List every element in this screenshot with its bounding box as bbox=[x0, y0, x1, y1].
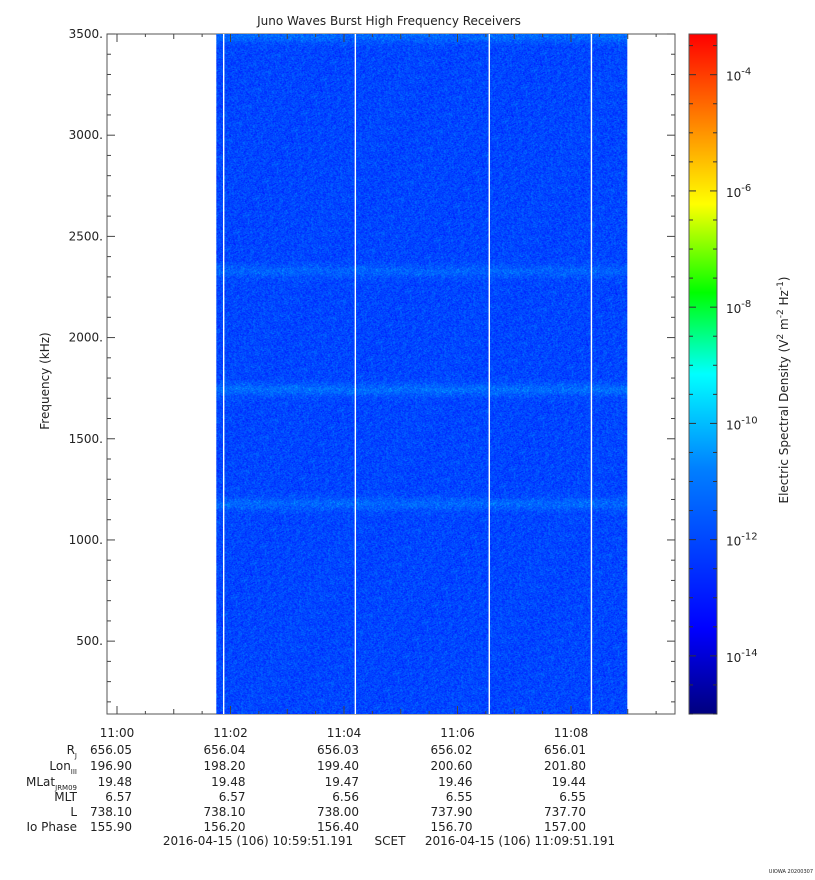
colorbar-tick-label: 10-10 bbox=[726, 415, 758, 432]
ephemeris-value: 19.47 bbox=[325, 775, 359, 789]
x-tick-label: 11:02 bbox=[213, 726, 248, 740]
y-tick-label: 2500. bbox=[69, 229, 103, 243]
colorbar-tick-label: 10-12 bbox=[726, 532, 758, 549]
x-tick-label: 11:04 bbox=[327, 726, 362, 740]
x-axis: 11:00 11:02 11:04 11:06 11:08 bbox=[100, 34, 657, 740]
ephemeris-row-label: RJ bbox=[67, 743, 77, 760]
colorbar-label-mid1: m bbox=[777, 318, 791, 334]
spectrogram-image bbox=[216, 34, 628, 714]
footer-scet: SCET bbox=[375, 834, 407, 848]
ephemeris-value: 738.10 bbox=[90, 805, 132, 819]
ephemeris-value: 738.00 bbox=[317, 805, 359, 819]
ephemeris-value: 196.90 bbox=[90, 759, 132, 773]
ephemeris-value: 656.05 bbox=[90, 743, 132, 757]
ephemeris-value: 19.44 bbox=[552, 775, 586, 789]
colorbar-tick-label: 10-4 bbox=[726, 67, 751, 84]
ephemeris-value: 738.10 bbox=[204, 805, 246, 819]
ephemeris-value: 156.70 bbox=[431, 820, 473, 834]
x-tick-label: 11:08 bbox=[554, 726, 589, 740]
ephemeris-row-label: LonIII bbox=[49, 759, 77, 776]
ephemeris-value: 6.57 bbox=[105, 790, 132, 804]
y-tick-label: 3500. bbox=[69, 27, 103, 41]
ephemeris-value: 156.40 bbox=[317, 820, 359, 834]
y-tick-label: 2000. bbox=[69, 331, 103, 345]
ephemeris-value: 200.60 bbox=[431, 759, 473, 773]
footer-start-time: 2016-04-15 (106) 10:59:51.191 bbox=[163, 834, 353, 848]
ephemeris-value: 155.90 bbox=[90, 820, 132, 834]
y-tick-label: 500. bbox=[76, 634, 103, 648]
colorbar-label-sup2: -2 bbox=[776, 309, 786, 318]
colorbar-label: Electric Spectral Density (V2 m-2 Hz-1) bbox=[776, 276, 791, 503]
colorbar-axis: 10-14 10-12 10-10 10-8 10-6 10-4 bbox=[689, 45, 758, 715]
ephemeris-value: 656.04 bbox=[204, 743, 246, 757]
colorbar-tick-label: 10-8 bbox=[726, 299, 751, 316]
colorbar-label-base: Electric Spectral Density (V bbox=[777, 339, 791, 504]
ephemeris-row-label: MLatJRM09 bbox=[26, 775, 77, 792]
footer-end-time: 2016-04-15 (106) 11:09:51.191 bbox=[425, 834, 615, 848]
ephemeris-value: 737.70 bbox=[544, 805, 586, 819]
ephemeris-value: 656.01 bbox=[544, 743, 586, 757]
ephemeris-value: 157.00 bbox=[544, 820, 586, 834]
x-tick-label: 11:00 bbox=[100, 726, 135, 740]
ephemeris-value: 198.20 bbox=[204, 759, 246, 773]
colorbar-label-mid2: Hz bbox=[777, 290, 791, 309]
ephemeris-value: 737.90 bbox=[431, 805, 473, 819]
colorbar-label-sup1: 2 bbox=[776, 334, 786, 340]
ephemeris-value: 656.03 bbox=[317, 743, 359, 757]
ephemeris-value: 156.20 bbox=[204, 820, 246, 834]
ephemeris-value: 6.55 bbox=[446, 790, 473, 804]
colorbar-label-sup3: -1 bbox=[776, 281, 786, 290]
data-gaps bbox=[222, 34, 593, 714]
ephemeris-value: 19.48 bbox=[98, 775, 132, 789]
y-axis-label: Frequency (kHz) bbox=[38, 332, 52, 429]
ephemeris-value: 19.48 bbox=[211, 775, 245, 789]
chart-title: Juno Waves Burst High Frequency Receiver… bbox=[256, 14, 521, 28]
y-tick-label: 3000. bbox=[69, 128, 103, 142]
ephemeris-row-label: Io Phase bbox=[26, 820, 77, 834]
ephemeris-value: 656.02 bbox=[431, 743, 473, 757]
ephemeris-value: 201.80 bbox=[544, 759, 586, 773]
credit-stamp: UIOWA 20200307 bbox=[769, 869, 813, 875]
y-axis: 500. 1000. 1500. 2000. 2500. 3000. 3500. bbox=[69, 27, 675, 703]
colorbar-tick-label: 10-14 bbox=[726, 648, 758, 665]
ephemeris-value: 199.40 bbox=[317, 759, 359, 773]
spectrogram-raster bbox=[216, 34, 628, 714]
colorbar bbox=[688, 33, 718, 715]
colorbar-tick-label: 10-6 bbox=[726, 183, 751, 200]
ephemeris-value: 6.56 bbox=[332, 790, 359, 804]
ephemeris-row-label: MLT bbox=[54, 790, 77, 804]
ephemeris-value: 6.57 bbox=[219, 790, 246, 804]
ephemeris-row-label: L bbox=[70, 805, 77, 819]
ephemeris-value: 6.55 bbox=[559, 790, 586, 804]
colorbar-label-end: ) bbox=[777, 276, 791, 281]
x-tick-label: 11:06 bbox=[440, 726, 475, 740]
ephemeris-value: 19.46 bbox=[438, 775, 472, 789]
y-tick-label: 1000. bbox=[69, 533, 103, 547]
y-tick-label: 1500. bbox=[69, 432, 103, 446]
